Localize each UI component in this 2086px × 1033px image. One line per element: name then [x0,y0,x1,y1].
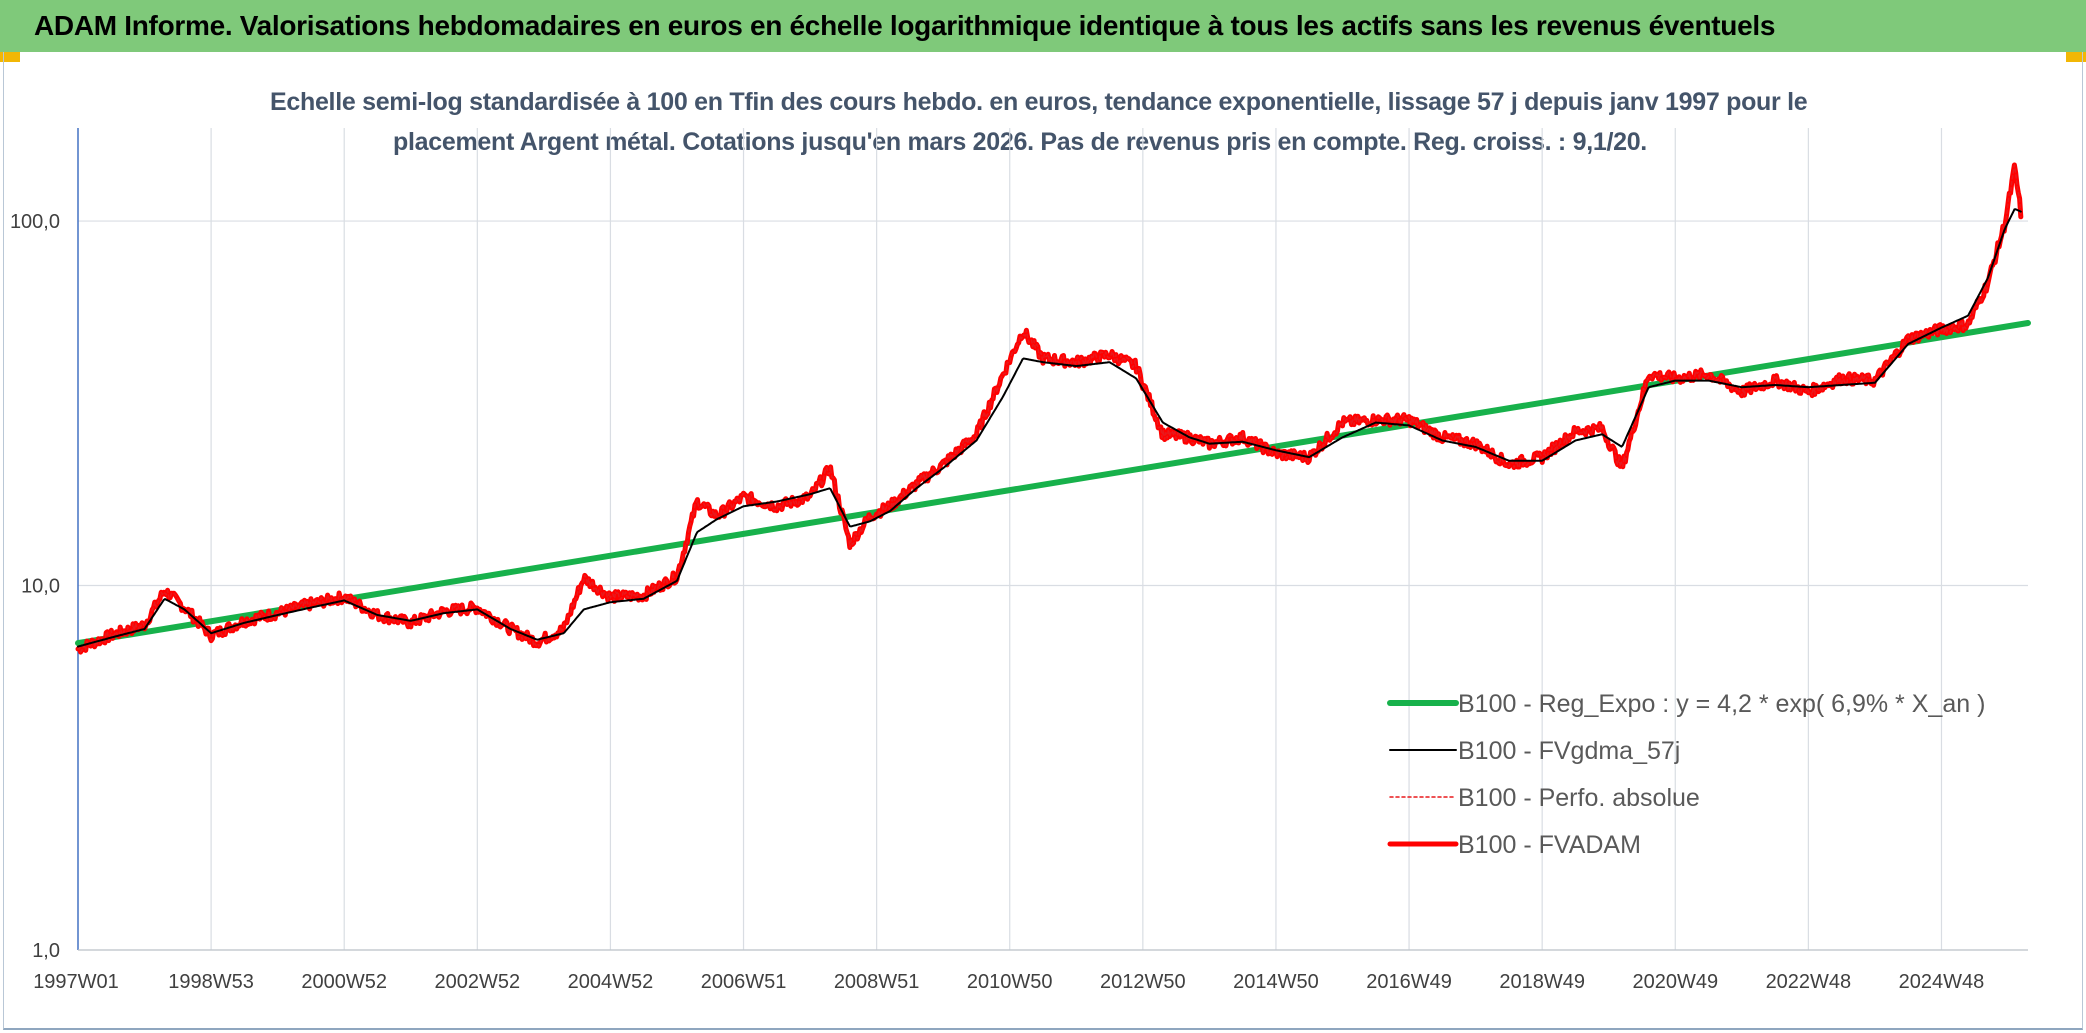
x-tick-label: 2006W51 [701,971,787,993]
x-tick-label: 2018W49 [1499,971,1585,993]
legend-label-smoothed: B100 - FVgdma_57j [1458,737,1680,765]
legend-label-fvadam: B100 - FVADAM [1458,831,1641,859]
chart-frame [3,52,2083,1030]
chart-subtitle-line-1: Echelle semi-log standardisée à 100 en T… [270,88,1808,116]
x-tick-label: 2012W50 [1100,971,1186,993]
y-tick-label: 10,0 [21,576,60,598]
series-line-fvadam [75,162,2024,655]
x-tick-label: 2008W51 [834,971,920,993]
x-tick-label: 2004W52 [568,971,654,993]
y-tick-label: 100,0 [10,211,60,233]
x-tick-label: 1998W53 [168,971,254,993]
gridlines [78,128,2028,951]
chart-subtitle-line-2: placement Argent métal. Cotations jusqu'… [393,128,1647,156]
corner-marker-left [0,52,20,62]
page-title: ADAM Informe. Valorisations hebdomadaire… [0,0,2086,52]
x-tick-label: 2014W50 [1233,971,1319,993]
x-tick-label: 2024W48 [1899,971,1985,993]
series-line-absolute [77,164,2022,653]
y-tick-label: 1,0 [32,940,60,962]
series-line-trend [75,320,2031,647]
x-tick-label: 2020W49 [1632,971,1718,993]
series-line-smoothed [77,208,2022,648]
x-tick-label: 1997W01 [33,971,119,993]
corner-marker-right [2066,52,2086,62]
x-tick-label: 2016W49 [1366,971,1452,993]
axes: 1,0 10,0 100,0 1997W01 1998W53 2000W52 2002W52… [10,128,2028,993]
legend: B100 - Reg_Expo : y = 4,2 * exp( 6,9% * … [1387,690,1985,859]
legend-label-trend: B100 - Reg_Expo : y = 4,2 * exp( 6,9% * … [1458,690,1985,718]
x-tick-label: 2002W52 [435,971,521,993]
x-tick-label: 2022W48 [1766,971,1852,993]
x-tick-label: 2010W50 [967,971,1053,993]
x-tick-label: 2000W52 [301,971,387,993]
legend-label-absolute: B100 - Perfo. absolue [1458,784,1700,812]
series [75,162,2031,655]
